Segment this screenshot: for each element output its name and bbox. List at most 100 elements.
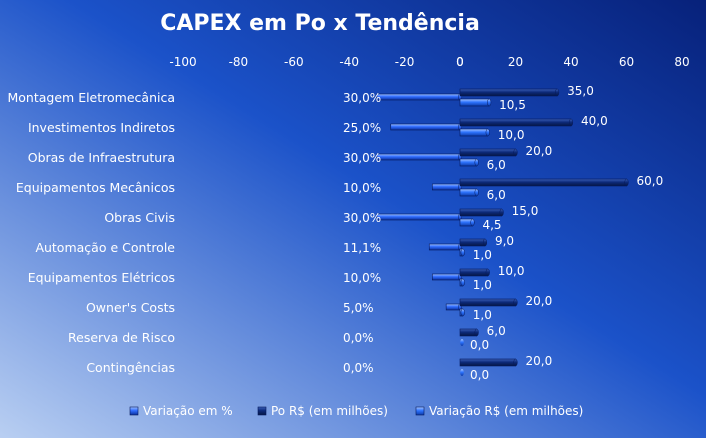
data-label-po: 9,0 — [495, 234, 514, 248]
data-label-po: 60,0 — [637, 174, 664, 188]
bar-po — [459, 148, 516, 157]
left-axis-tick-label: -60 — [284, 55, 304, 69]
category-label: Contingências — [86, 360, 175, 375]
data-label-variacao-rs: 10,5 — [499, 98, 526, 112]
right-axis-tick-label: 80 — [674, 55, 689, 69]
left-axis-tick-label: -80 — [229, 55, 249, 69]
bar-po — [459, 328, 477, 337]
bar-variacao-rs-cap — [474, 188, 479, 197]
bar-po — [459, 298, 516, 307]
bar-po — [459, 268, 489, 277]
bar-po — [459, 358, 516, 367]
bar-po-cap — [555, 88, 560, 97]
bar-variacao-rs — [460, 369, 464, 376]
data-label-po: 40,0 — [581, 114, 608, 128]
data-label-variacao-rs: 1,0 — [473, 308, 492, 322]
data-label-variacao-pct: 30,0% — [343, 151, 381, 165]
bar-po — [459, 178, 627, 187]
data-label-variacao-rs: 0,0 — [470, 368, 489, 382]
bar-po-cap — [482, 238, 488, 247]
data-label-variacao-pct: 30,0% — [343, 91, 381, 105]
category-label: Investimentos Indiretos — [28, 120, 175, 135]
data-label-variacao-pct: 11,1% — [343, 241, 381, 255]
data-label-po: 10,0 — [498, 264, 525, 278]
data-label-variacao-rs: 6,0 — [487, 158, 506, 172]
data-label-variacao-pct: 0,0% — [343, 361, 374, 375]
data-label-po: 15,0 — [512, 204, 539, 218]
left-axis-tick-label: 0 — [456, 55, 464, 69]
bar-variacao-rs-cap — [460, 308, 465, 317]
category-label: Reserva de Risco — [68, 330, 175, 345]
bar-variacao-rs-cap — [460, 248, 465, 257]
category-label: Obras Civis — [104, 210, 175, 225]
bar-variacao-rs — [459, 128, 489, 137]
data-label-variacao-pct: 25,0% — [343, 121, 381, 135]
category-label: Obras de Infraestrutura — [28, 150, 175, 165]
bar-po-cap — [568, 118, 574, 127]
data-label-po: 20,0 — [526, 354, 553, 368]
legend-swatch — [257, 406, 267, 416]
chart-title: CAPEX em Po x Tendência — [160, 11, 480, 36]
bar-po-cap — [513, 148, 518, 157]
bar-po-cap — [513, 298, 518, 307]
bar-po — [459, 208, 502, 217]
bar-po — [459, 238, 486, 247]
legend-label: Variação em % — [143, 404, 233, 418]
bar-variacao-rs-cap — [470, 218, 475, 227]
data-label-variacao-rs: 0,0 — [470, 338, 489, 352]
bar-variacao-pct — [431, 273, 461, 281]
bar-variacao-rs-cap — [474, 158, 479, 167]
data-label-variacao-pct: 0,0% — [343, 331, 374, 345]
bar-variacao-pct — [445, 303, 461, 311]
left-axis-tick-label: -100 — [169, 55, 196, 69]
bar-po — [459, 88, 558, 97]
data-label-variacao-rs: 1,0 — [473, 278, 492, 292]
bar-variacao-rs — [460, 339, 464, 346]
right-axis-tick-label: 60 — [619, 55, 634, 69]
bar-variacao-pct — [376, 153, 461, 161]
bar-variacao-rs — [459, 188, 477, 197]
left-axis-tick-label: -40 — [339, 55, 359, 69]
data-label-variacao-rs: 10,0 — [498, 128, 525, 142]
legend-label: Po R$ (em milhões) — [271, 404, 388, 418]
data-label-variacao-pct: 10,0% — [343, 271, 381, 285]
data-label-variacao-rs: 6,0 — [487, 188, 506, 202]
bar-po — [459, 118, 572, 127]
category-label: Equipamentos Mecânicos — [16, 180, 175, 195]
bar-po-cap — [513, 358, 518, 367]
bar-po-cap — [499, 208, 504, 217]
right-axis-tick-label: 40 — [563, 55, 578, 69]
bar-po-cap — [485, 268, 490, 277]
legend-swatch — [415, 406, 425, 416]
data-label-po: 20,0 — [526, 144, 553, 158]
data-label-variacao-pct: 5,0% — [343, 301, 374, 315]
right-axis-tick-label: 0 — [456, 55, 464, 69]
bar-variacao-rs-cap — [487, 98, 492, 107]
data-label-po: 6,0 — [487, 324, 506, 338]
bar-variacao-rs-cap — [485, 128, 490, 137]
legend-label: Variação R$ (em milhões) — [429, 404, 583, 418]
data-label-po: 35,0 — [567, 84, 594, 98]
bar-variacao-pct — [376, 93, 461, 101]
data-label-variacao-pct: 30,0% — [343, 211, 381, 225]
bar-variacao-pct — [431, 183, 461, 191]
bar-variacao-pct — [428, 243, 461, 251]
bar-po-cap — [624, 178, 629, 187]
category-label: Automação e Controle — [35, 240, 175, 255]
bar-variacao-pct — [376, 213, 461, 221]
category-label: Owner's Costs — [86, 300, 175, 315]
bar-variacao-rs — [459, 158, 477, 167]
bar-variacao-rs — [459, 98, 490, 107]
left-axis-tick-label: -20 — [395, 55, 415, 69]
data-label-variacao-rs: 4,5 — [482, 218, 501, 232]
category-label: Equipamentos Elétricos — [28, 270, 175, 285]
bar-variacao-rs-cap — [460, 278, 465, 287]
bar-variacao-pct — [390, 123, 461, 131]
category-label: Montagem Eletromecânica — [8, 90, 176, 105]
legend-swatch — [129, 406, 139, 416]
bar-po-cap — [474, 328, 479, 337]
right-axis-tick-label: 20 — [508, 55, 523, 69]
